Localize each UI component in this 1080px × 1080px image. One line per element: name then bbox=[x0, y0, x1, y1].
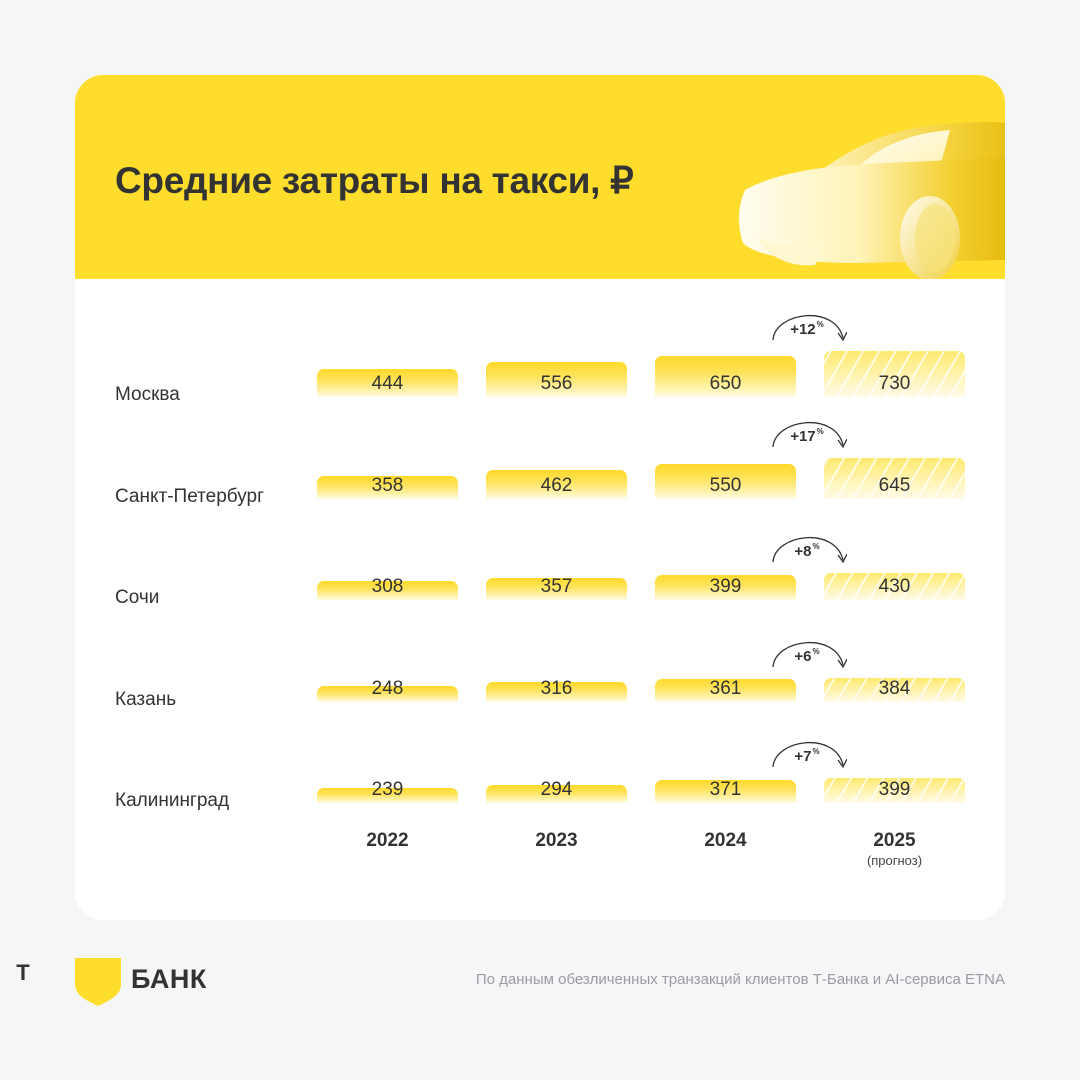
growth-annotation: +7% bbox=[767, 731, 847, 777]
data-label: 384 bbox=[878, 677, 911, 699]
growth-label: +6% bbox=[767, 647, 847, 665]
data-label: 294 bbox=[540, 779, 573, 800]
data-label: 550 bbox=[709, 474, 742, 496]
bar-2025 bbox=[824, 351, 965, 397]
growth-annotation: +12% bbox=[767, 304, 847, 350]
source-note: По данным обезличенных транзакций клиент… bbox=[475, 971, 1005, 988]
data-label: 371 bbox=[709, 779, 742, 800]
bar-chart: Москва 444 556 650 730 +12% Санкт-Петербург 358… bbox=[75, 279, 1005, 920]
car-illustration bbox=[739, 121, 1005, 279]
bar-2025 bbox=[824, 677, 965, 702]
year-label: 2023 bbox=[535, 830, 578, 851]
data-label: 308 bbox=[371, 576, 404, 597]
growth-unit: % bbox=[812, 646, 820, 656]
curved-arrow-icon bbox=[772, 537, 847, 564]
bar-2023 bbox=[486, 577, 627, 600]
year-label: 2024 bbox=[704, 830, 747, 851]
data-label: 399 bbox=[878, 779, 911, 800]
growth-value: +17 bbox=[790, 428, 816, 446]
city-label: Сочи bbox=[115, 587, 160, 608]
city-label: Санкт-Петербург bbox=[115, 485, 265, 507]
curved-arrow-icon bbox=[772, 315, 847, 342]
bar-2025 bbox=[824, 458, 965, 499]
chart-card: Средние затраты на такси, ₽ bbox=[75, 75, 1005, 920]
bar-2023 bbox=[486, 784, 627, 803]
growth-value: +8 bbox=[794, 543, 812, 561]
data-label: 730 bbox=[878, 373, 911, 394]
growth-annotation: +17% bbox=[767, 411, 847, 457]
growth-unit: % bbox=[812, 747, 820, 757]
growth-label: +12% bbox=[767, 320, 847, 338]
data-label: 645 bbox=[878, 474, 911, 496]
bar-2023 bbox=[486, 362, 627, 397]
bar-2024 bbox=[655, 356, 796, 397]
growth-unit: % bbox=[816, 320, 824, 330]
shield-logo-icon bbox=[75, 958, 121, 1006]
bar-2022 bbox=[317, 686, 458, 702]
bar-2023 bbox=[486, 469, 627, 499]
bar-2024 bbox=[655, 464, 796, 499]
growth-label: +7% bbox=[767, 747, 847, 765]
data-label: 399 bbox=[709, 576, 742, 597]
data-label: 358 bbox=[371, 474, 404, 496]
curved-arrow-icon bbox=[772, 422, 847, 449]
data-label: 556 bbox=[540, 373, 573, 394]
data-label: 430 bbox=[878, 576, 911, 597]
bar-2024 bbox=[655, 678, 796, 702]
growth-annotation: +6% bbox=[767, 631, 847, 677]
growth-unit: % bbox=[812, 542, 820, 552]
data-label: 650 bbox=[709, 373, 742, 394]
year-label: 2025 bbox=[873, 830, 916, 851]
brand-name: БАНК bbox=[131, 964, 207, 994]
growth-unit: % bbox=[816, 427, 824, 437]
header-banner: Средние затраты на такси, ₽ bbox=[75, 75, 1005, 279]
forecast-note: (прогноз) bbox=[866, 853, 923, 868]
bar-2023 bbox=[486, 681, 627, 702]
bar-2024 bbox=[655, 575, 796, 600]
bar-2022 bbox=[317, 476, 458, 499]
growth-value: +6 bbox=[794, 647, 812, 665]
data-label: 239 bbox=[371, 779, 404, 800]
growth-value: +12 bbox=[790, 321, 816, 339]
bar-2025 bbox=[824, 573, 965, 600]
data-label: 248 bbox=[371, 677, 404, 699]
bar-2025 bbox=[824, 778, 965, 803]
growth-annotation: +8% bbox=[767, 526, 847, 572]
growth-label: +17% bbox=[767, 427, 847, 445]
logo-letter: Т bbox=[16, 960, 30, 985]
data-label: 316 bbox=[540, 677, 573, 699]
curved-arrow-icon bbox=[772, 742, 847, 769]
growth-label: +8% bbox=[767, 542, 847, 560]
data-label: 357 bbox=[540, 576, 573, 597]
city-label: Москва bbox=[115, 384, 180, 405]
chart-title: Средние затраты на такси, ₽ bbox=[115, 160, 634, 201]
data-label: 361 bbox=[709, 677, 742, 699]
data-label: 462 bbox=[540, 474, 573, 496]
bar-2022 bbox=[317, 369, 458, 397]
growth-value: +7 bbox=[794, 748, 812, 766]
bar-2022 bbox=[317, 788, 458, 803]
data-label: 444 bbox=[371, 373, 404, 394]
city-label: Казань bbox=[115, 688, 177, 710]
curved-arrow-icon bbox=[772, 641, 847, 668]
bar-2024 bbox=[655, 779, 796, 803]
footer: Т БАНК По данным обезличенных транзакций… bbox=[0, 950, 1080, 1010]
city-label: Калининград bbox=[115, 790, 230, 811]
bar-2022 bbox=[317, 580, 458, 600]
year-label: 2022 bbox=[366, 830, 409, 851]
